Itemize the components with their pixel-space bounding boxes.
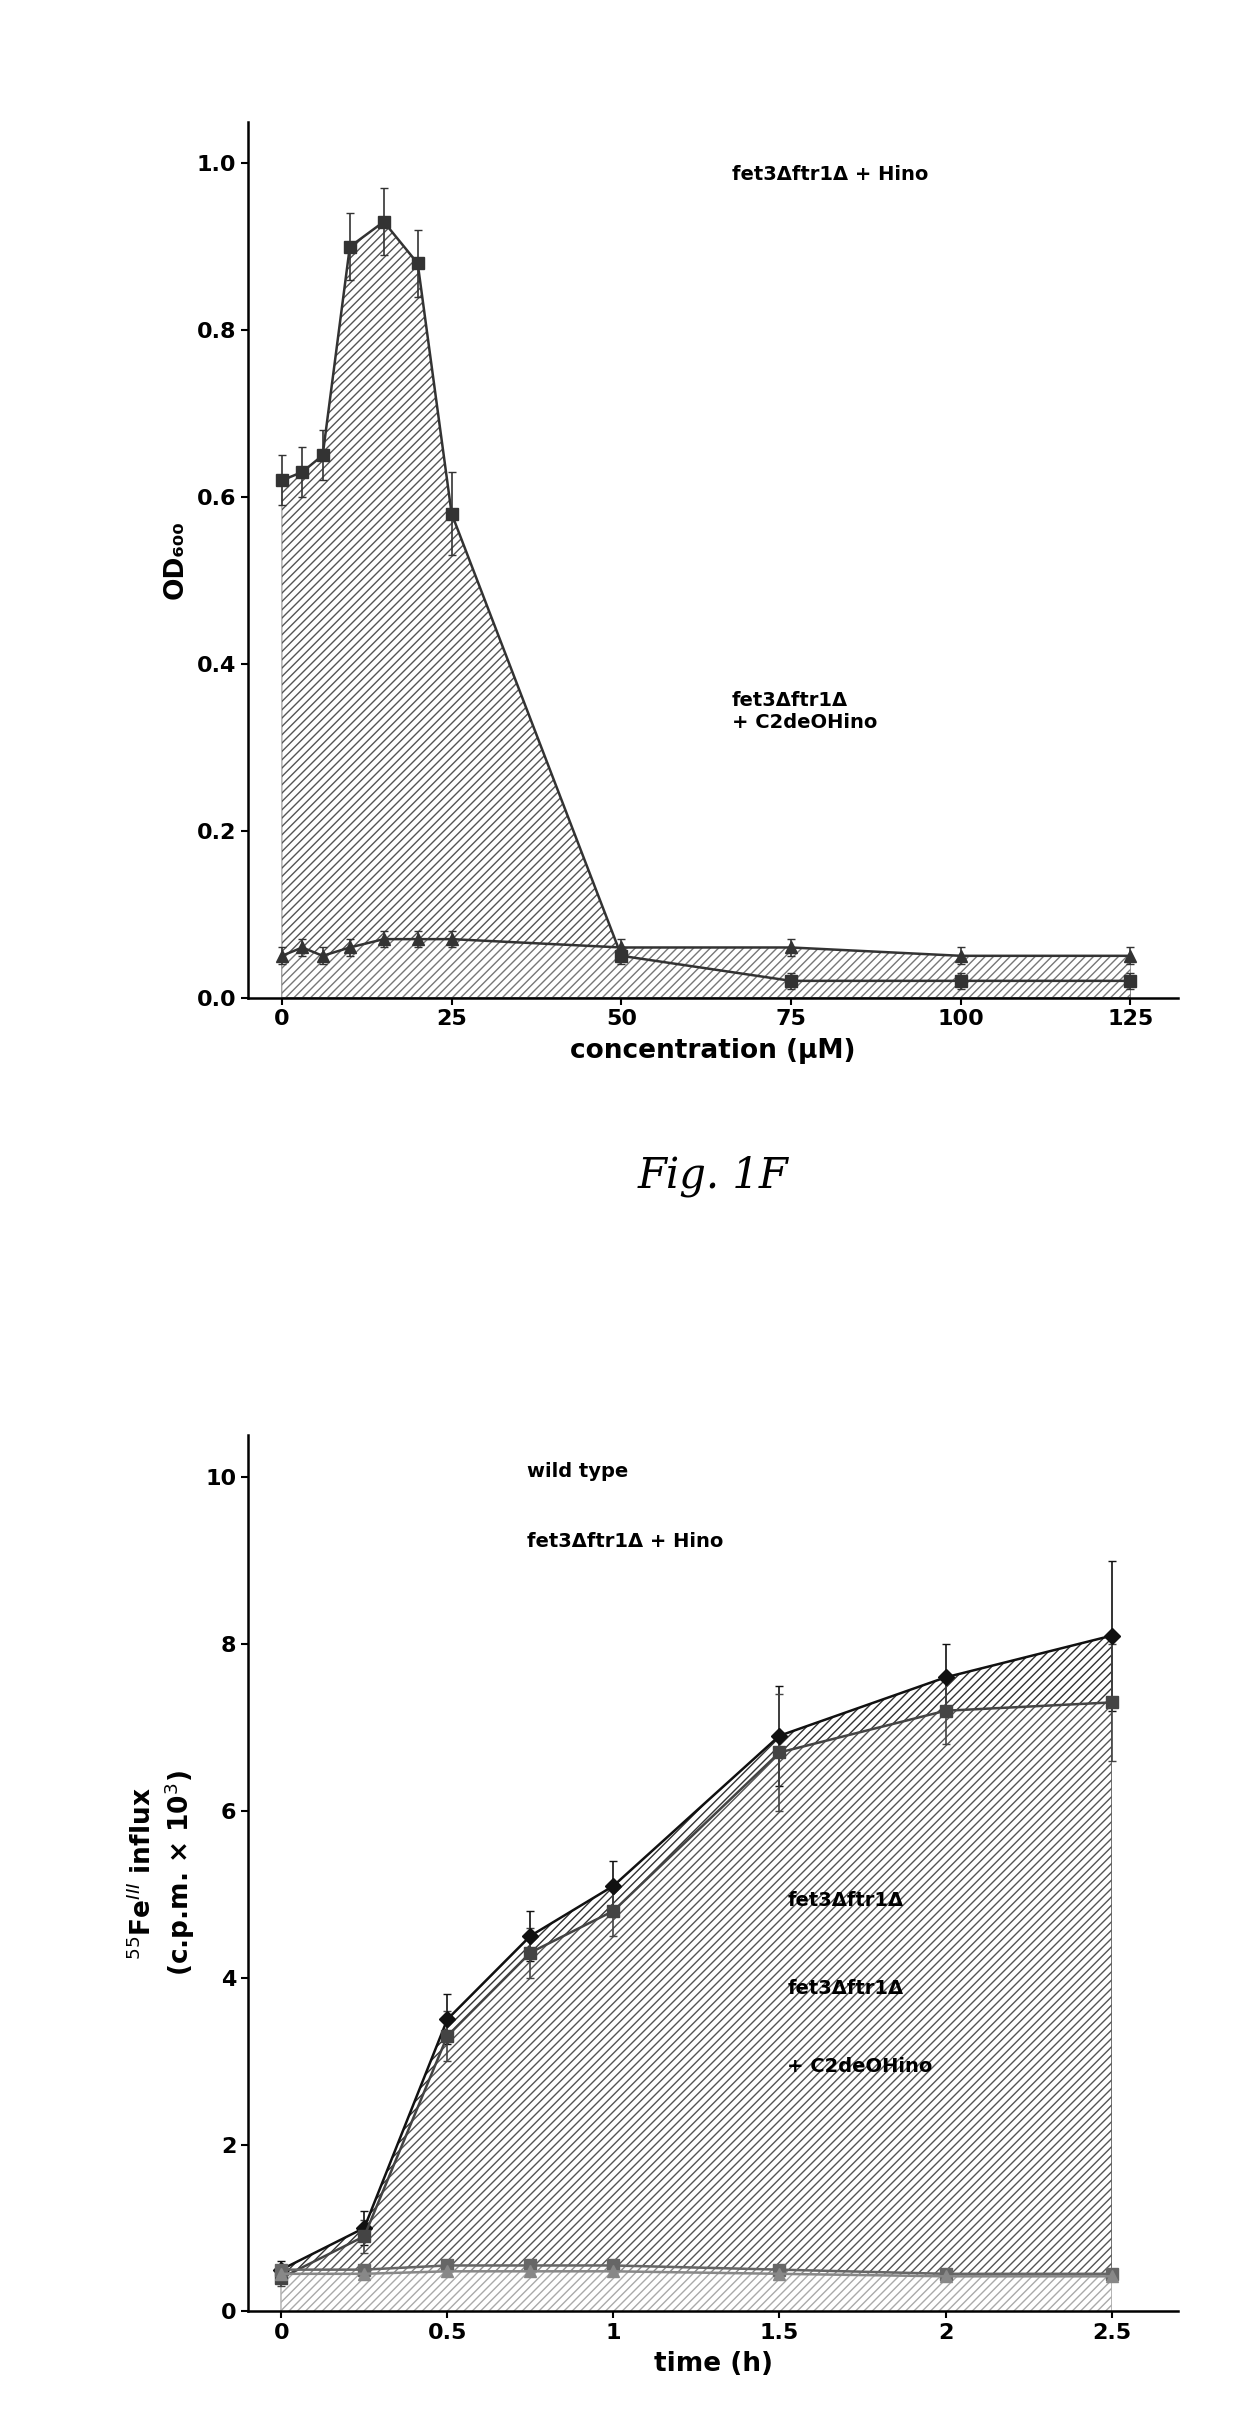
Text: + C2deOHino: + C2deOHino [787, 2058, 932, 2075]
X-axis label: time (h): time (h) [653, 2350, 773, 2377]
Text: fet3Δftr1Δ + Hino: fet3Δftr1Δ + Hino [732, 165, 928, 185]
Text: fet3Δftr1Δ + Hino: fet3Δftr1Δ + Hino [527, 1533, 723, 1550]
Y-axis label: OD₆₀₀: OD₆₀₀ [162, 521, 188, 599]
Text: fet3Δftr1Δ
+ C2deOHino: fet3Δftr1Δ + C2deOHino [732, 691, 877, 732]
X-axis label: concentration (μM): concentration (μM) [570, 1036, 856, 1063]
Text: wild type: wild type [527, 1462, 629, 1482]
Y-axis label: $^{55}$Fe$^{III}$ influx
(c.p.m. × 10$^3$): $^{55}$Fe$^{III}$ influx (c.p.m. × 10$^3… [129, 1771, 197, 1976]
Text: fet3Δftr1Δ: fet3Δftr1Δ [787, 1890, 904, 1910]
Text: fet3Δftr1Δ: fet3Δftr1Δ [787, 1978, 904, 1997]
Text: Fig. 1F: Fig. 1F [637, 1156, 789, 1197]
